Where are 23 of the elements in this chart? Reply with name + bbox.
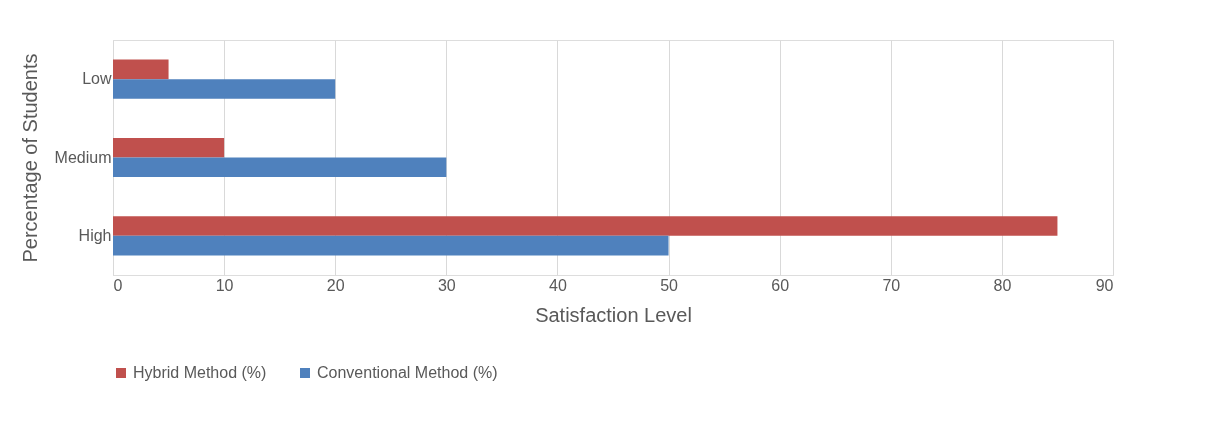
x-tick-label: 70 (882, 276, 901, 294)
x-tick-label: 60 (771, 276, 790, 294)
legend-label: Hybrid Method (%) (133, 364, 267, 381)
y-axis-title: Percentage of Students (18, 53, 41, 263)
x-tick-label: 40 (549, 276, 567, 294)
legend-label: Conventional Method (%) (317, 364, 498, 381)
y-tick-label: High (78, 226, 112, 244)
bar (113, 79, 336, 99)
bar (113, 157, 447, 178)
x-tick-label: 0 (113, 276, 123, 294)
bar (113, 59, 169, 80)
x-tick-label: 50 (660, 276, 679, 294)
y-tick-label: Low (82, 70, 112, 88)
x-tick-label: 90 (1095, 276, 1114, 294)
x-tick-label: 80 (993, 276, 1012, 294)
x-tick-label: 30 (437, 276, 456, 294)
x-axis-title: Satisfaction Level (535, 303, 692, 326)
y-tick-label: Medium (54, 148, 112, 166)
x-tick-label: 20 (326, 276, 345, 294)
x-tick-label: 10 (215, 276, 234, 294)
bar (113, 216, 1058, 236)
bar (113, 235, 669, 256)
bar (113, 137, 225, 158)
